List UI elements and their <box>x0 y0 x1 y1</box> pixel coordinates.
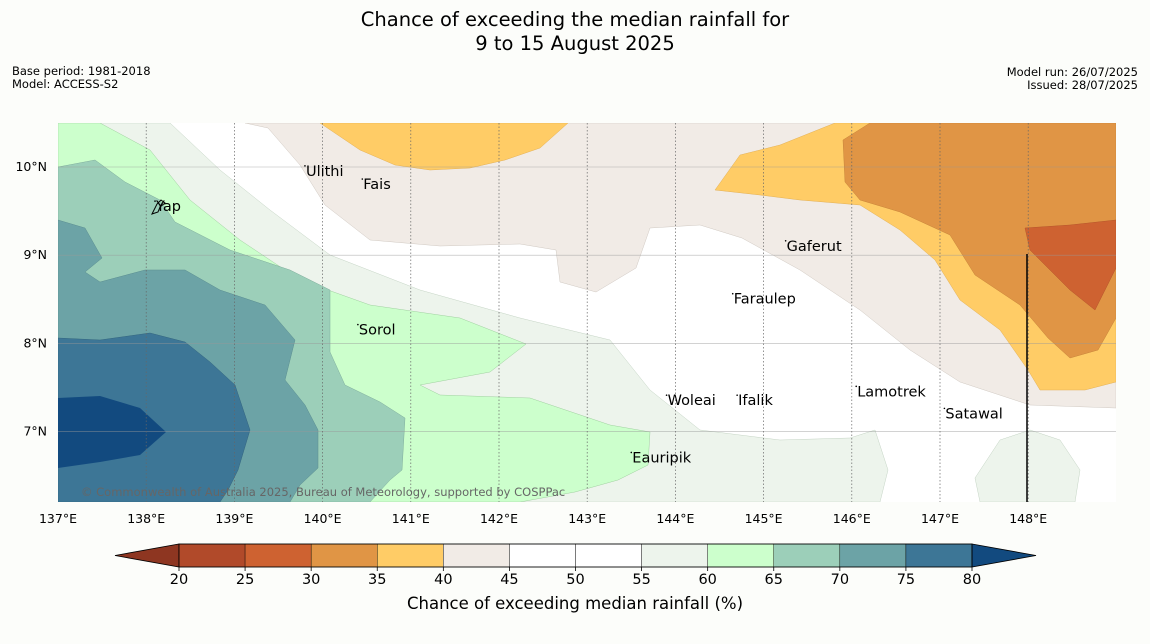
lon-tick-label: 147°E <box>921 511 959 526</box>
lon-tick-label: 144°E <box>656 511 694 526</box>
longitude-gridlines <box>145 123 1029 502</box>
lon-tick-label: 139°E <box>215 511 253 526</box>
colorbar-tick-label: 50 <box>566 572 584 588</box>
yap-island-outline <box>151 199 166 215</box>
colorbar-cell <box>641 543 708 568</box>
place-label: Fais <box>363 177 390 193</box>
colorbar-tick-label: 25 <box>236 572 254 588</box>
rainfall-map: Ulithi Fais Yap Gaferut Faraulep Sorol Lamotre… <box>15 123 1116 526</box>
lon-tick-label: 141°E <box>392 511 430 526</box>
lat-tick-label: 8°N <box>23 335 47 350</box>
place-marker <box>943 407 946 410</box>
place-marker <box>361 178 364 180</box>
place-label: Gaferut <box>787 239 842 255</box>
place-marker <box>736 394 738 396</box>
place-label: Yap <box>155 199 181 215</box>
lat-tick-label: 7°N <box>23 424 47 439</box>
lon-tick-label: 148°E <box>1009 511 1047 526</box>
place-labels: Ulithi Fais Yap Gaferut Faraulep Sorol Lamotre… <box>154 164 1003 466</box>
colorbar-tick-label: 70 <box>831 572 849 588</box>
contour-region-35-40-north <box>319 123 569 171</box>
latitude-tick-labels: 10°N 9°N 8°N 7°N <box>15 159 47 439</box>
colorbar-tick-label: 35 <box>368 572 386 588</box>
lon-tick-label: 138°E <box>127 511 165 526</box>
lon-tick-label: 140°E <box>304 511 342 526</box>
colorbar-cell <box>310 543 378 568</box>
place-marker <box>784 239 787 242</box>
place-marker <box>665 394 668 396</box>
lat-tick-label: 9°N <box>23 247 47 262</box>
colorbar-tick-label: 30 <box>302 572 320 588</box>
lon-tick-label: 142°E <box>480 511 518 526</box>
model-run-text: Model run: 26/07/2025 <box>1006 65 1138 79</box>
lon-tick-label: 137°E <box>39 511 77 526</box>
colorbar-cell <box>773 543 841 568</box>
colorbar-frame <box>178 543 973 568</box>
colorbar-label: Chance of exceeding median rainfall (%) <box>406 594 744 613</box>
place-marker <box>304 165 306 167</box>
colorbar-tick-labels: 20 25 30 35 40 45 50 55 60 65 70 75 80 <box>170 567 981 588</box>
colorbar-tick-label: 80 <box>963 572 981 588</box>
contour-region-30-35 <box>842 123 1116 359</box>
colorbar-tick-label: 45 <box>500 572 518 588</box>
colorbar-cell <box>244 543 312 568</box>
colorbar-tick-label: 20 <box>170 572 188 588</box>
contour-region-25-30 <box>1024 219 1116 311</box>
colorbar-cell <box>443 543 510 568</box>
place-label: Eauripik <box>632 450 691 466</box>
place-label: Ulithi <box>306 164 344 180</box>
chart-title: Chance of exceeding the median rainfall … <box>0 8 1150 56</box>
meta-info-left: Base period: 1981-2018 Model: ACCESS-S2 <box>12 65 151 91</box>
colorbar-cell <box>707 543 774 568</box>
contour-region-over-80 <box>58 396 166 468</box>
colorbar-cell <box>839 543 907 568</box>
colorbar-cell <box>509 543 576 568</box>
place-marker <box>630 451 633 454</box>
place-marker <box>357 323 359 326</box>
place-label: Satawal <box>945 406 1002 422</box>
colorbar-cell <box>575 543 642 568</box>
lon-tick-label: 145°E <box>745 511 783 526</box>
issued-text: Issued: 28/07/2025 <box>1027 78 1138 92</box>
base-period-text: Base period: 1981-2018 <box>12 64 151 78</box>
colorbar-cell <box>905 543 973 568</box>
meta-info-right: Model run: 26/07/2025 Issued: 28/07/2025 <box>1007 66 1138 92</box>
place-label: Ifalik <box>738 393 773 409</box>
title-line-1: Chance of exceeding the median rainfall … <box>360 8 790 31</box>
place-label: Sorol <box>359 323 396 339</box>
longitude-tick-labels: 137°E 138°E 139°E 140°E 141°E 142°E 143°E 144°E… <box>39 511 1047 526</box>
colorbar-tick-label: 60 <box>698 572 716 588</box>
place-label: Faraulep <box>734 292 796 308</box>
colorbar-cells <box>114 543 1037 568</box>
colorbar-tick-label: 40 <box>434 572 452 588</box>
place-marker <box>154 200 156 202</box>
colorbar-tick-label: 55 <box>632 572 650 588</box>
colorbar-cell <box>178 543 246 568</box>
title-line-2: 9 to 15 August 2025 <box>475 32 675 55</box>
lon-tick-label: 143°E <box>568 511 606 526</box>
colorbar-over-arrow <box>971 543 1037 568</box>
place-marker <box>731 292 734 295</box>
place-marker <box>855 385 858 388</box>
place-label: Woleai <box>668 393 716 409</box>
colorbar-tick-label: 75 <box>897 572 915 588</box>
lon-tick-label: 146°E <box>833 511 871 526</box>
attribution-text: © Commonwealth of Australia 2025, Bureau… <box>81 485 565 499</box>
lat-tick-label: 10°N <box>15 159 47 174</box>
model-text: Model: ACCESS-S2 <box>12 77 119 91</box>
colorbar-under-arrow <box>114 543 180 568</box>
place-label: Lamotrek <box>857 384 926 400</box>
colorbar-cell <box>377 543 444 568</box>
colorbar-tick-label: 65 <box>765 572 783 588</box>
